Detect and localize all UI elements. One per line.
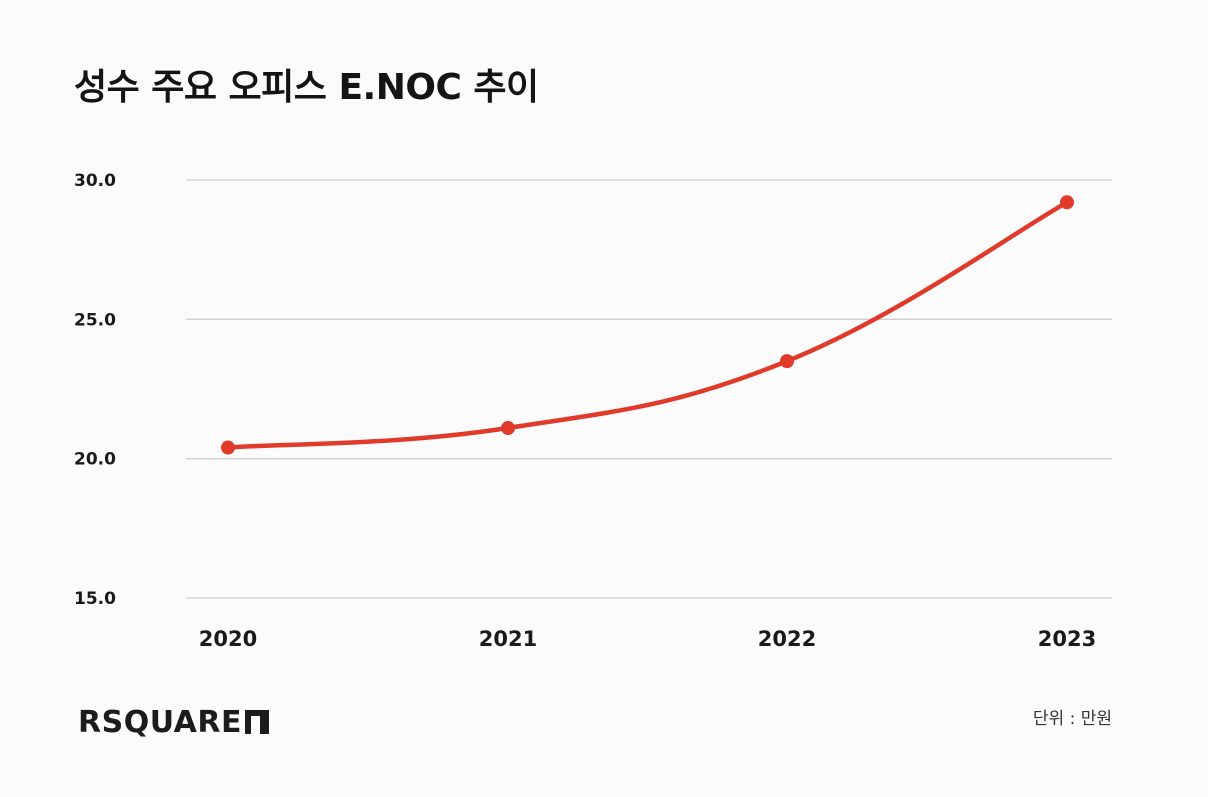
x-tick-label: 2020 [199,627,257,651]
unit-note: 단위 : 만원 [1032,709,1112,729]
brand-logo: RSQUARE [78,703,269,741]
logo-mark-icon [244,710,269,734]
x-tick-label: 2023 [1038,627,1096,651]
y-tick-label: 25.0 [74,310,116,330]
y-tick-label: 20.0 [74,450,116,470]
data-point [1060,195,1074,210]
data-point [780,354,794,369]
y-tick-label: 15.0 [74,589,116,609]
chart-title: 성수 주요 오피스 E.NOC 추이 [74,67,539,108]
y-tick-label: 30.0 [74,171,116,191]
x-tick-label: 2022 [758,627,816,651]
x-tick-label: 2021 [479,627,537,651]
data-point [221,440,235,455]
series-line [225,200,1070,450]
data-point [501,421,515,436]
brand-name: RSQUARE [78,704,242,740]
